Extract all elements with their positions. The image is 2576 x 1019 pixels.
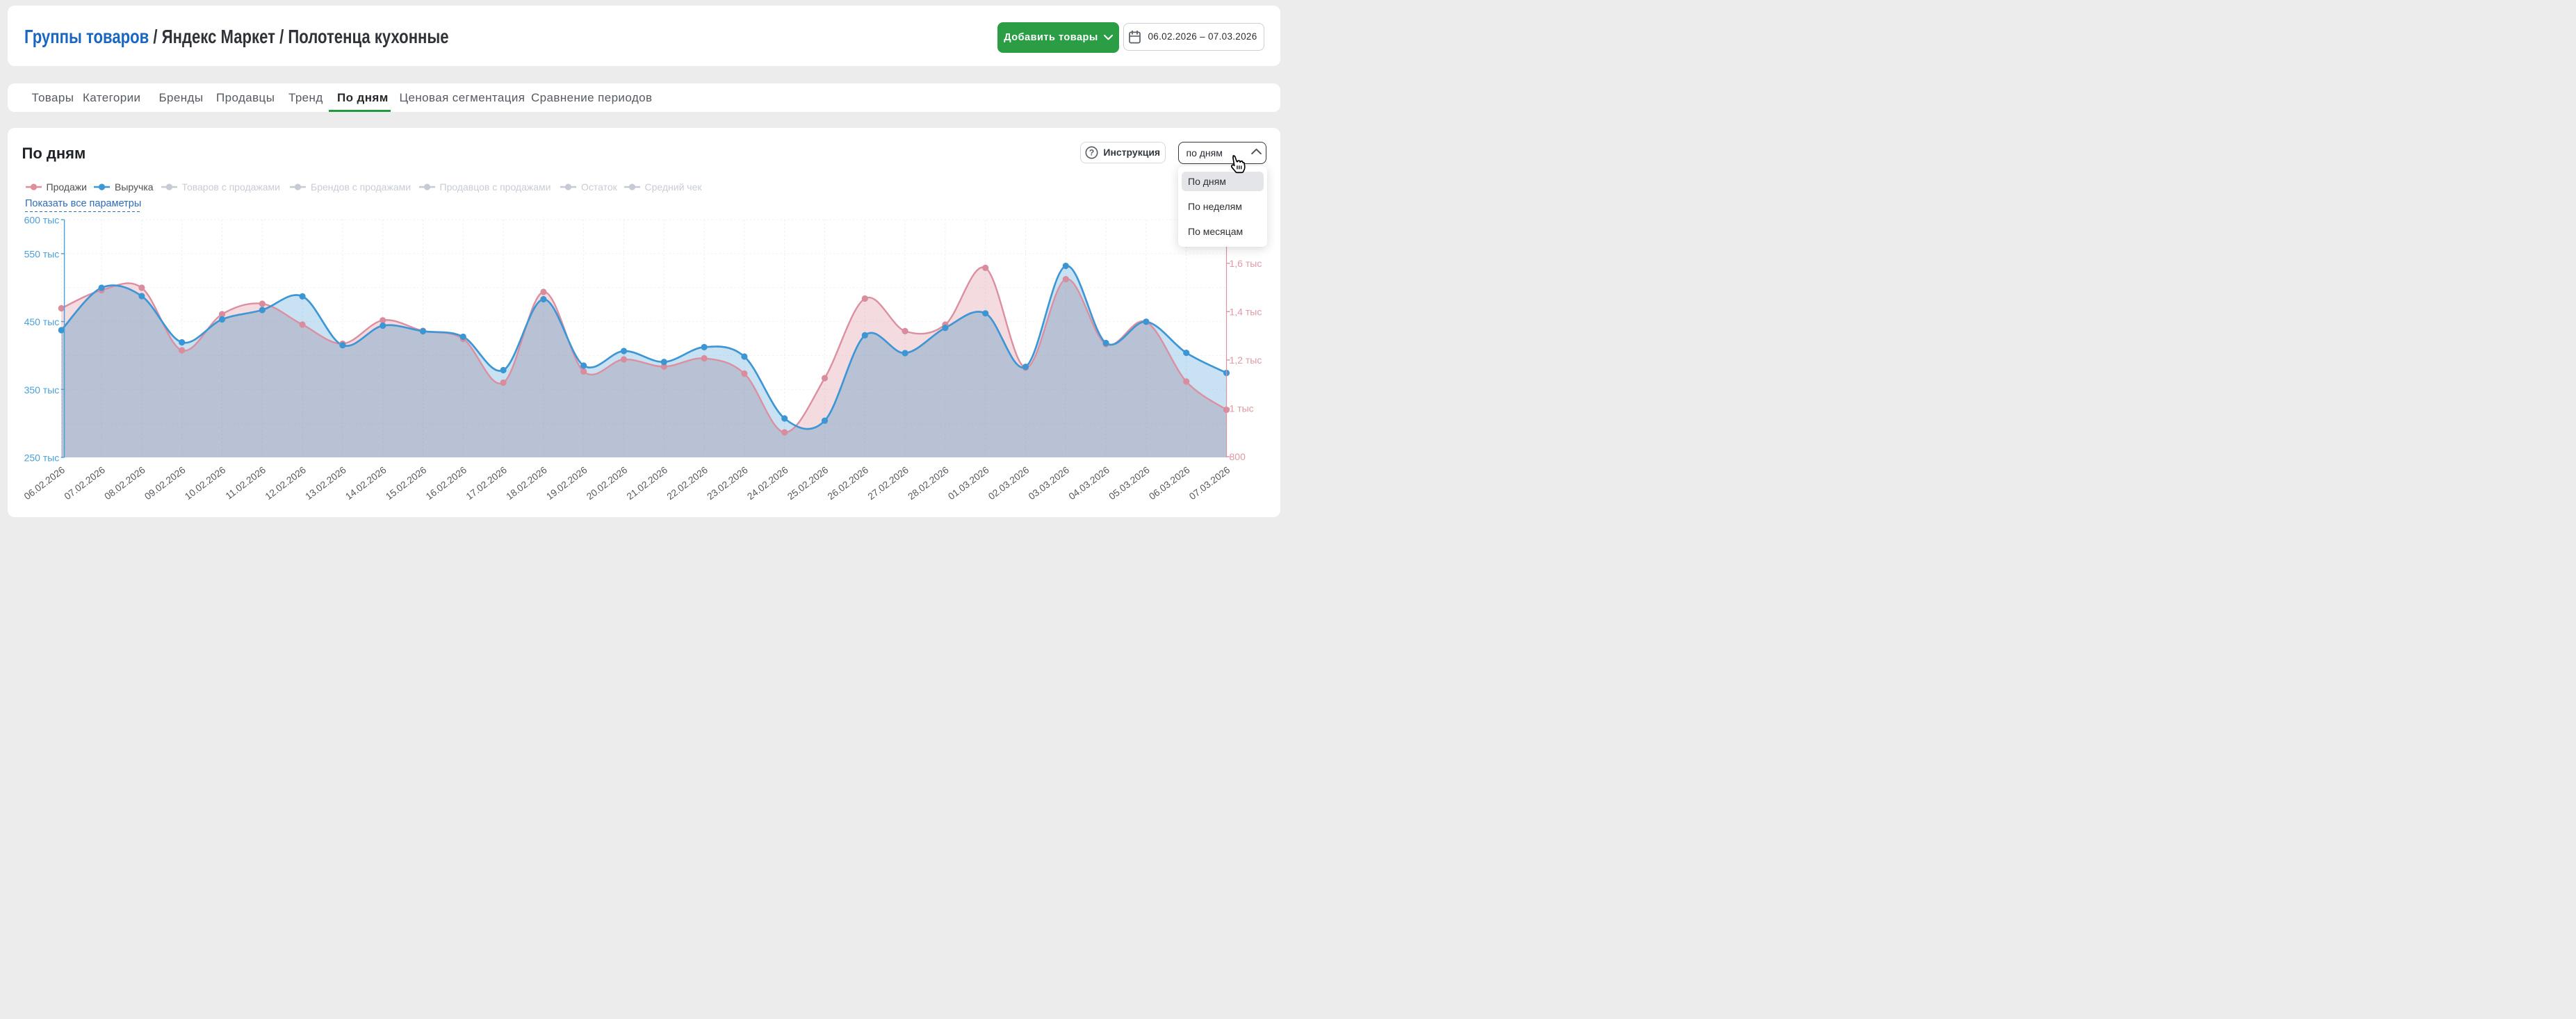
svg-text:22.02.2026: 22.02.2026 [665, 464, 710, 502]
svg-text:17.02.2026: 17.02.2026 [464, 464, 509, 502]
svg-text:550 тыс: 550 тыс [24, 248, 60, 259]
svg-text:05.03.2026: 05.03.2026 [1107, 464, 1152, 502]
svg-text:19.02.2026: 19.02.2026 [544, 464, 589, 502]
svg-text:08.02.2026: 08.02.2026 [103, 464, 147, 502]
svg-text:16.02.2026: 16.02.2026 [424, 464, 468, 502]
svg-text:28.02.2026: 28.02.2026 [906, 464, 951, 502]
svg-text:23.02.2026: 23.02.2026 [706, 464, 750, 502]
svg-text:1 тыс: 1 тыс [1230, 402, 1254, 414]
svg-text:03.03.2026: 03.03.2026 [1027, 464, 1071, 502]
svg-text:350 тыс: 350 тыс [24, 384, 60, 396]
svg-text:25.02.2026: 25.02.2026 [785, 464, 830, 502]
svg-text:20.02.2026: 20.02.2026 [585, 464, 629, 502]
svg-text:13.02.2026: 13.02.2026 [304, 464, 348, 502]
svg-text:600 тыс: 600 тыс [24, 215, 60, 226]
svg-text:1,2 тыс: 1,2 тыс [1230, 354, 1262, 366]
svg-text:24.02.2026: 24.02.2026 [745, 464, 790, 502]
svg-text:06.03.2026: 06.03.2026 [1147, 464, 1191, 502]
svg-text:01.03.2026: 01.03.2026 [946, 464, 991, 502]
svg-text:1,4 тыс: 1,4 тыс [1230, 306, 1262, 317]
svg-text:250 тыс: 250 тыс [24, 453, 60, 464]
svg-text:04.03.2026: 04.03.2026 [1067, 464, 1111, 502]
svg-text:02.03.2026: 02.03.2026 [986, 464, 1031, 502]
svg-text:14.02.2026: 14.02.2026 [343, 464, 388, 502]
svg-text:18.02.2026: 18.02.2026 [505, 464, 549, 502]
svg-text:450 тыс: 450 тыс [24, 316, 60, 327]
svg-text:1,6 тыс: 1,6 тыс [1230, 258, 1262, 269]
svg-text:27.02.2026: 27.02.2026 [866, 464, 911, 502]
svg-text:21.02.2026: 21.02.2026 [625, 464, 669, 502]
svg-text:07.03.2026: 07.03.2026 [1187, 464, 1232, 502]
svg-text:?: ? [1089, 147, 1094, 157]
svg-text:26.02.2026: 26.02.2026 [826, 464, 870, 502]
svg-text:10.02.2026: 10.02.2026 [183, 464, 227, 502]
svg-text:09.02.2026: 09.02.2026 [142, 464, 187, 502]
svg-text:11.02.2026: 11.02.2026 [224, 464, 268, 501]
svg-text:07.02.2026: 07.02.2026 [63, 464, 107, 502]
svg-text:06.02.2026: 06.02.2026 [22, 464, 67, 502]
svg-text:12.02.2026: 12.02.2026 [263, 464, 308, 502]
svg-text:800: 800 [1230, 451, 1246, 462]
svg-text:15.02.2026: 15.02.2026 [384, 464, 428, 502]
